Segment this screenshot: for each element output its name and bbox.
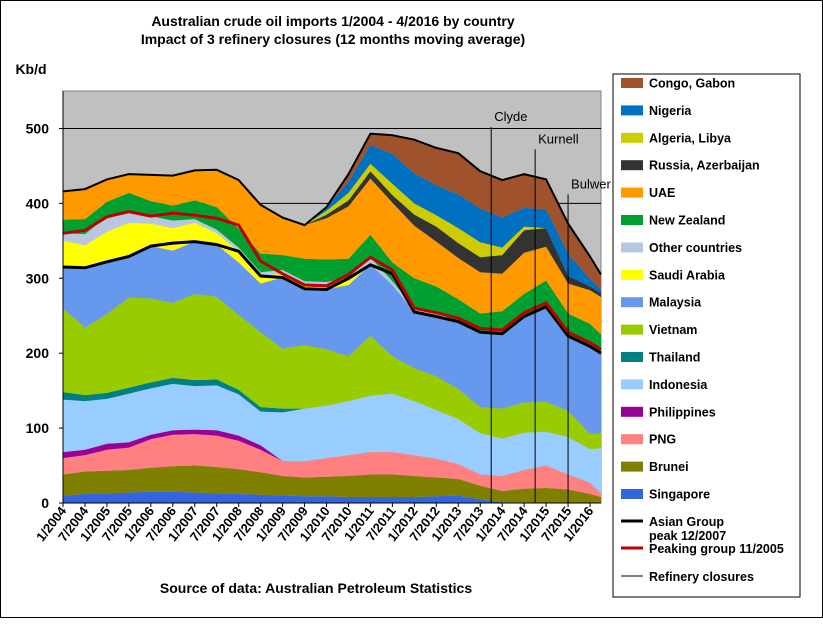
legend-swatch: [621, 462, 643, 472]
plot-area: ClydeKurnellBulwer01002003004005001/2004…: [26, 91, 612, 544]
legend-entry: Singapore: [649, 488, 710, 502]
refinery-closure-label: Clyde: [494, 109, 527, 124]
legend-entry-continued: peak 12/2007: [649, 529, 726, 543]
legend-swatch: [621, 434, 643, 444]
legend-swatch: [621, 215, 643, 225]
legend-swatch: [621, 379, 643, 389]
y-tick-label: 400: [26, 195, 50, 211]
legend: Congo, Gabon Nigeria Algeria, Libya Russia,…: [613, 74, 800, 597]
legend-swatch: [621, 407, 643, 417]
y-tick-label: 0: [41, 495, 49, 511]
legend-swatch: [621, 133, 643, 143]
chart-title: Australian crude oil imports 1/2004 - 4/…: [151, 13, 515, 29]
legend-entry: Vietnam: [649, 323, 697, 337]
legend-entry: New Zealand: [649, 214, 725, 228]
legend-entry: Congo, Gabon: [649, 77, 735, 91]
legend-entry: Peaking group 11/2005: [649, 542, 784, 556]
legend-entry: Other countries: [649, 241, 742, 255]
legend-entry: PNG: [649, 433, 676, 447]
legend-entry: Refinery closures: [649, 570, 754, 584]
legend-entry: Saudi Arabia: [649, 268, 726, 282]
legend-entry: Asian Group: [649, 515, 724, 529]
legend-entry: UAE: [649, 186, 675, 200]
legend-swatch: [621, 78, 643, 88]
chart-svg: Australian crude oil imports 1/2004 - 4/…: [1, 1, 823, 619]
legend-entry: Nigeria: [649, 104, 692, 118]
legend-swatch: [621, 160, 643, 170]
legend-swatch: [621, 105, 643, 115]
legend-swatch: [621, 489, 643, 499]
legend-entry: Indonesia: [649, 378, 708, 392]
legend-swatch: [621, 270, 643, 280]
legend-entry: Brunei: [649, 460, 689, 474]
source-note: Source of data: Australian Petroleum Sta…: [160, 580, 472, 596]
refinery-closure-label: Kurnell: [538, 131, 579, 146]
y-axis-unit: Kb/d: [15, 61, 46, 77]
legend-swatch: [621, 297, 643, 307]
chart-frame: Australian crude oil imports 1/2004 - 4/…: [0, 0, 823, 618]
y-tick-label: 500: [26, 120, 50, 136]
y-tick-label: 200: [26, 345, 50, 361]
y-tick-label: 300: [26, 270, 50, 286]
legend-swatch: [621, 188, 643, 198]
legend-entry: Thailand: [649, 351, 700, 365]
legend-swatch: [621, 242, 643, 252]
legend-entry: Philippines: [649, 405, 716, 419]
legend-entry: Malaysia: [649, 296, 702, 310]
chart-subtitle: Impact of 3 refinery closures (12 months…: [141, 31, 525, 47]
y-tick-label: 100: [26, 420, 50, 436]
refinery-closure-label: Bulwer: [571, 176, 611, 191]
legend-entry: Russia, Azerbaijan: [649, 159, 760, 173]
legend-swatch: [621, 352, 643, 362]
legend-entry: Algeria, Libya: [649, 131, 732, 145]
legend-swatch: [621, 325, 643, 335]
